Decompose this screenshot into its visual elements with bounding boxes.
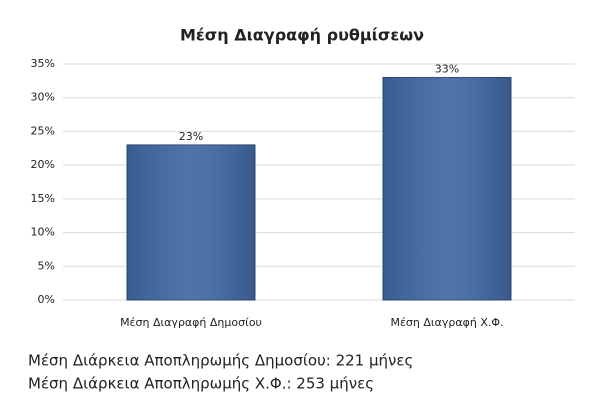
y-tick-label: 5% (38, 259, 55, 272)
y-tick-label: 30% (31, 91, 55, 104)
chart-title: Μέση Διαγραφή ρυθμίσεων (180, 26, 424, 45)
y-tick-label: 15% (31, 192, 55, 205)
y-tick-label: 0% (38, 293, 55, 306)
bar-shade (127, 144, 255, 300)
note: Μέση Διάρκεια Αποπληρωμής Δημοσίου: 221 … (28, 352, 413, 370)
bar-shade (383, 77, 511, 300)
y-tick-label: 25% (31, 124, 55, 137)
y-tick-label: 35% (31, 57, 55, 70)
data-label: 23% (179, 130, 203, 143)
y-tick-label: 20% (31, 158, 55, 171)
note: Μέση Διάρκεια Αποπληρωμής Χ.Φ.: 253 μήνε… (28, 375, 374, 393)
x-tick-label: Μέση Διαγραφή Δημοσίου (120, 316, 262, 329)
y-tick-label: 10% (31, 226, 55, 239)
data-label: 33% (435, 62, 459, 75)
x-tick-label: Μέση Διαγραφή Χ.Φ. (390, 316, 503, 329)
